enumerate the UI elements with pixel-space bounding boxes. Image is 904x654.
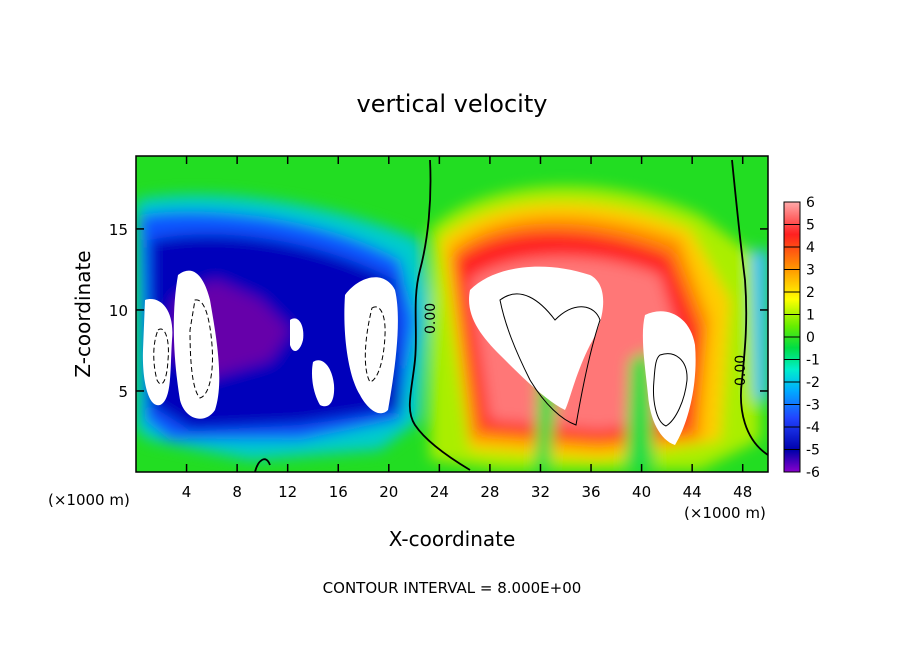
x-axis: 4 8 12 16 20 24 28 32 36 40 44 48	[182, 156, 752, 501]
colorbar-tick-label: 2	[806, 285, 815, 301]
colorbar-tick-label: -3	[806, 398, 820, 414]
colorbar-tick-label: -2	[806, 375, 820, 391]
x-tick-label: 4	[182, 483, 192, 501]
colorbar-ticks: 6 5 4 3 2 1 0 -1 -2 -3 -4 -5 -6	[784, 195, 820, 481]
colorbar-tick-label: 0	[806, 330, 815, 346]
x-tick-label: 28	[480, 483, 499, 501]
x-tick-label: 12	[278, 483, 297, 501]
x-tick-label: 20	[379, 483, 398, 501]
heatmap-field: 0.00 0.00	[136, 156, 768, 472]
y-tick-label: 5	[118, 383, 128, 401]
x-unit-left: (×1000 m)	[48, 491, 130, 509]
y-tick-label: 15	[109, 221, 128, 239]
colorbar-tick-label: -5	[806, 443, 820, 459]
colorbar-tick-label: 6	[806, 195, 815, 211]
y-axis: 5 10 15	[109, 221, 768, 401]
x-tick-label: 24	[430, 483, 449, 501]
x-tick-label: 44	[683, 483, 702, 501]
y-tick-label: 10	[109, 302, 128, 320]
plot-frame	[135, 155, 769, 473]
colorbar-tick-label: 3	[806, 263, 815, 279]
y-axis-label: Z-coordinate	[71, 250, 95, 377]
x-tick-label: 32	[531, 483, 550, 501]
colorbar-tick-label: -1	[806, 353, 820, 369]
colorbar-tick-label: -4	[806, 420, 820, 436]
contour-label-1: 0.00	[733, 355, 749, 386]
colorbar-tick-label: 5	[806, 218, 815, 234]
x-unit-right: (×1000 m)	[684, 504, 766, 522]
x-axis-label: X-coordinate	[389, 527, 516, 551]
contour-label-0: 0.00	[423, 303, 439, 334]
x-tick-label: 8	[232, 483, 242, 501]
colorbar-tick-label: 1	[806, 308, 815, 324]
colorbar-tick-label: -6	[806, 465, 820, 481]
x-tick-label: 48	[733, 483, 752, 501]
colorbar-tick-label: 4	[806, 240, 815, 256]
contour-interval-note: CONTOUR INTERVAL = 8.000E+00	[323, 579, 582, 597]
x-tick-label: 40	[632, 483, 651, 501]
x-tick-label: 16	[329, 483, 348, 501]
x-tick-label: 36	[581, 483, 600, 501]
chart-title: vertical velocity	[357, 90, 548, 118]
